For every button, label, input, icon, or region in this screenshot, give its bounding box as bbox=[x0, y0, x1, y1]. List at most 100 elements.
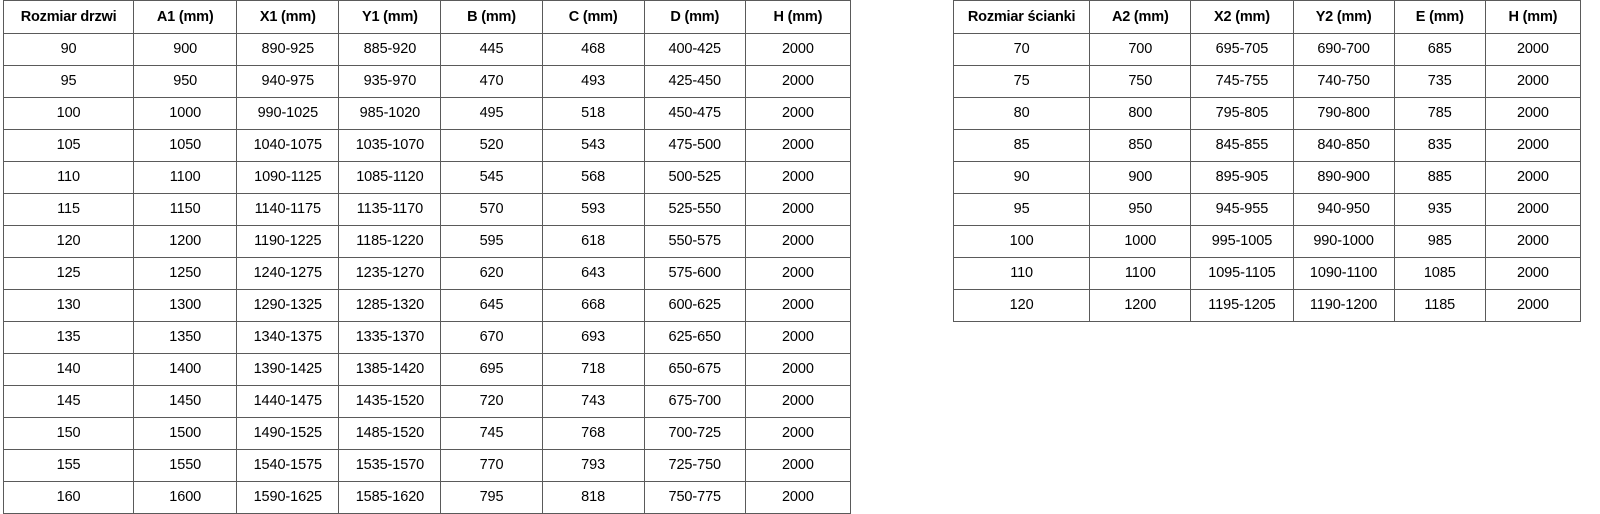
table-cell: 1400 bbox=[133, 353, 238, 386]
table-cell: 1050 bbox=[133, 129, 238, 162]
table-cell: 950 bbox=[133, 65, 238, 98]
table-cell: 543 bbox=[541, 129, 645, 162]
table-cell: 120 bbox=[952, 289, 1091, 322]
table-cell: 1500 bbox=[133, 417, 238, 450]
table-cell: 2000 bbox=[1484, 33, 1582, 66]
table-cell: 2000 bbox=[744, 193, 852, 226]
table-cell: 2000 bbox=[744, 257, 852, 290]
table-cell: 110 bbox=[952, 257, 1091, 290]
table-cell: 1140-1175 bbox=[236, 193, 340, 226]
column-header-d: D (mm) bbox=[643, 0, 746, 34]
table-cell: 2000 bbox=[1484, 193, 1582, 226]
table-cell: 85 bbox=[952, 129, 1091, 162]
table-cell: 125 bbox=[2, 257, 135, 290]
table-cell: 840-850 bbox=[1292, 129, 1395, 162]
table-row: 90 900 890-925 885-920 445 468 400-425 2000 bbox=[2, 33, 852, 66]
table-row: 145 1450 1440-1475 1435-1520 720 743 675-700 20… bbox=[2, 385, 852, 418]
table-cell: 445 bbox=[440, 33, 543, 66]
table-cell: 1535-1570 bbox=[338, 449, 442, 482]
table-cell: 2000 bbox=[1484, 257, 1582, 290]
table-cell: 793 bbox=[541, 449, 645, 482]
table-cell: 668 bbox=[541, 289, 645, 322]
table-cell: 685 bbox=[1393, 33, 1486, 66]
table-cell: 795 bbox=[440, 481, 543, 514]
table-cell: 725-750 bbox=[643, 449, 746, 482]
table-cell: 2000 bbox=[1484, 97, 1582, 130]
column-header-e: E (mm) bbox=[1393, 0, 1486, 34]
table-cell: 795-805 bbox=[1190, 97, 1294, 130]
table-cell: 95 bbox=[2, 65, 135, 98]
table-row: 80 800 795-805 790-800 785 2000 bbox=[952, 97, 1582, 130]
table-cell: 940-975 bbox=[236, 65, 340, 98]
table-row: 100 1000 995-1005 990-1000 985 2000 bbox=[952, 225, 1582, 258]
table-cell: 1600 bbox=[133, 481, 238, 514]
column-header-rozmiar-drzwi: Rozmiar drzwi bbox=[2, 0, 135, 34]
table-cell: 845-855 bbox=[1190, 129, 1294, 162]
table-cell: 935-970 bbox=[338, 65, 442, 98]
table-cell: 750-775 bbox=[643, 481, 746, 514]
table-cell: 2000 bbox=[1484, 65, 1582, 98]
table-cell: 890-900 bbox=[1292, 161, 1395, 194]
table-cell: 145 bbox=[2, 385, 135, 418]
table-cell: 1185-1220 bbox=[338, 225, 442, 258]
table-cell: 790-800 bbox=[1292, 97, 1395, 130]
table-cell: 785 bbox=[1393, 97, 1486, 130]
table-cell: 2000 bbox=[1484, 129, 1582, 162]
table-row: 120 1200 1195-1205 1190-1200 1185 2000 bbox=[952, 289, 1582, 322]
table-cell: 770 bbox=[440, 449, 543, 482]
table-cell: 2000 bbox=[744, 65, 852, 98]
table-cell: 900 bbox=[133, 33, 238, 66]
table-cell: 450-475 bbox=[643, 97, 746, 130]
table-cell: 1350 bbox=[133, 321, 238, 354]
table-row: 115 1150 1140-1175 1135-1170 570 593 525-550 20… bbox=[2, 193, 852, 226]
table-cell: 1390-1425 bbox=[236, 353, 340, 386]
table-cell: 155 bbox=[2, 449, 135, 482]
table-cell: 885-920 bbox=[338, 33, 442, 66]
table-cell: 895-905 bbox=[1190, 161, 1294, 194]
table-row: 160 1600 1590-1625 1585-1620 795 818 750-775 20… bbox=[2, 481, 852, 514]
column-header-b: B (mm) bbox=[440, 0, 543, 34]
table-cell: 2000 bbox=[1484, 289, 1582, 322]
table-cell: 105 bbox=[2, 129, 135, 162]
table-cell: 1335-1370 bbox=[338, 321, 442, 354]
column-header-y1: Y1 (mm) bbox=[338, 0, 442, 34]
table-cell: 120 bbox=[2, 225, 135, 258]
table-cell: 100 bbox=[952, 225, 1091, 258]
table-cell: 95 bbox=[952, 193, 1091, 226]
table-cell: 743 bbox=[541, 385, 645, 418]
table-cell: 1250 bbox=[133, 257, 238, 290]
table-cell: 575-600 bbox=[643, 257, 746, 290]
column-header-x1: X1 (mm) bbox=[236, 0, 340, 34]
table-cell: 1135-1170 bbox=[338, 193, 442, 226]
table-cell: 1235-1270 bbox=[338, 257, 442, 290]
column-header-rozmiar-scianki: Rozmiar ścianki bbox=[952, 0, 1091, 34]
table-cell: 75 bbox=[952, 65, 1091, 98]
table-cell: 1185 bbox=[1393, 289, 1486, 322]
table-cell: 645 bbox=[440, 289, 543, 322]
table-cell: 940-950 bbox=[1292, 193, 1395, 226]
table-cell: 2000 bbox=[1484, 225, 1582, 258]
table-cell: 1085 bbox=[1393, 257, 1486, 290]
table-row: 90 900 895-905 890-900 885 2000 bbox=[952, 161, 1582, 194]
table-cell: 1240-1275 bbox=[236, 257, 340, 290]
table-cell: 593 bbox=[541, 193, 645, 226]
table-cell: 885 bbox=[1393, 161, 1486, 194]
table-cell: 150 bbox=[2, 417, 135, 450]
table-cell: 618 bbox=[541, 225, 645, 258]
table-cell: 1200 bbox=[133, 225, 238, 258]
table-cell: 160 bbox=[2, 481, 135, 514]
table-header-row: Rozmiar drzwi A1 (mm) X1 (mm) Y1 (mm) B … bbox=[2, 0, 852, 34]
table-cell: 1195-1205 bbox=[1190, 289, 1294, 322]
column-header-h: H (mm) bbox=[744, 0, 852, 34]
table-cell: 1540-1575 bbox=[236, 449, 340, 482]
table-row: 125 1250 1240-1275 1235-1270 620 643 575-600 20… bbox=[2, 257, 852, 290]
column-header-c: C (mm) bbox=[541, 0, 645, 34]
table-cell: 1490-1525 bbox=[236, 417, 340, 450]
table-cell: 100 bbox=[2, 97, 135, 130]
table-cell: 768 bbox=[541, 417, 645, 450]
wall-table-body: 70 700 695-705 690-700 685 2000 75 750 745-755 74… bbox=[952, 33, 1582, 322]
table-row: 95 950 945-955 940-950 935 2000 bbox=[952, 193, 1582, 226]
table-row: 135 1350 1340-1375 1335-1370 670 693 625-650 20… bbox=[2, 321, 852, 354]
table-cell: 850 bbox=[1089, 129, 1192, 162]
